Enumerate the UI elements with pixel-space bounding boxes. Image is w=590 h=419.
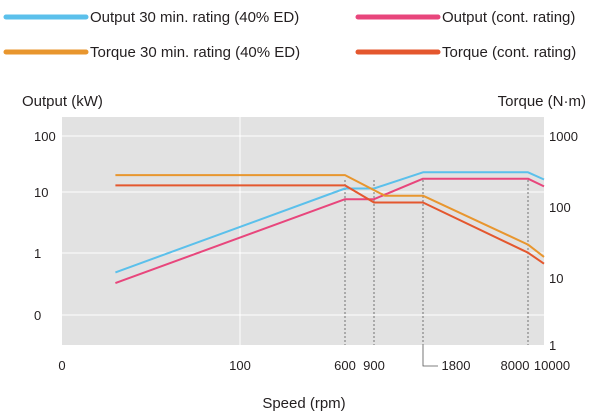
y-right-tick-label: 10 [549, 271, 563, 286]
x-tick-label: 1800 [442, 358, 471, 373]
y-right-tick-label: 100 [549, 200, 571, 215]
x-tick-label: 900 [363, 358, 385, 373]
x-tick-label: 100 [229, 358, 251, 373]
legend-label: Output 30 min. rating (40% ED) [90, 9, 299, 26]
legend-label: Output (cont. rating) [442, 9, 575, 26]
marker-layer [344, 180, 529, 345]
x-tick-label: 8000 [501, 358, 530, 373]
legend: Output 30 min. rating (40% ED) Output (co… [3, 9, 576, 61]
x-tick-label: 10000 [534, 358, 570, 373]
y-left-axis-label: Output (kW) [22, 93, 103, 110]
y-right-tick-label: 1000 [549, 129, 578, 144]
plot-area [62, 117, 544, 345]
y-left-tick-label: 10 [34, 185, 48, 200]
legend-label: Torque 30 min. rating (40% ED) [90, 44, 300, 61]
x-tick-leader [422, 345, 438, 367]
series-line-0 [115, 171, 545, 274]
x-tick-label: 0 [58, 358, 65, 373]
grid-layer [62, 117, 544, 345]
tick-layer: 0 100 600 900 1800 8000 10000 0 1 10 100 1 10 100 1000 [34, 129, 578, 373]
series-line-2 [115, 174, 545, 258]
x-tick-label: 600 [334, 358, 356, 373]
series-layer [115, 171, 545, 285]
y-left-tick-label: 0 [34, 308, 41, 323]
x-axis-label: Speed (rpm) [262, 395, 345, 412]
y-left-tick-label: 100 [34, 129, 56, 144]
y-right-tick-label: 1 [549, 338, 556, 353]
y-left-tick-label: 1 [34, 246, 41, 261]
series-line-3 [115, 184, 545, 265]
legend-label: Torque (cont. rating) [442, 44, 576, 61]
series-line-1 [115, 177, 545, 285]
y-right-axis-label: Torque (N·m) [498, 93, 586, 110]
